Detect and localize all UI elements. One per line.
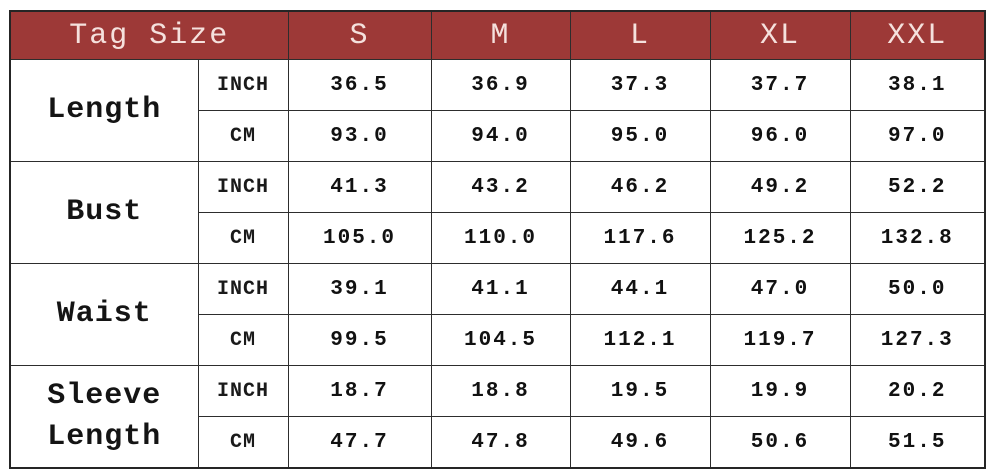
tag-size-header: Tag Size: [9, 10, 289, 60]
measurement-label-length: Length: [9, 59, 199, 162]
measurement-value: 125.2: [709, 212, 851, 264]
size-column-header-l: L: [569, 10, 711, 60]
measurement-value: 117.6: [569, 212, 711, 264]
unit-label: CM: [197, 416, 289, 469]
table-row-bust-inch: Bust INCH 41.3 43.2 46.2 49.2 52.2: [9, 161, 986, 264]
measurement-value: 39.1: [287, 263, 432, 315]
unit-label: CM: [197, 314, 289, 366]
measurement-value: 47.7: [287, 416, 432, 469]
table-row-sleeve-inch: Sleeve Length INCH 18.7 18.8 19.5 19.9 2…: [9, 365, 986, 469]
size-column-header-s: S: [287, 10, 432, 60]
measurement-value: 49.2: [709, 161, 851, 213]
size-column-header-xxl: XXL: [849, 10, 986, 60]
measurement-value: 112.1: [569, 314, 711, 366]
measurement-value: 37.3: [569, 59, 711, 111]
table-header-row: Tag Size S M L XL XXL: [9, 10, 986, 60]
measurement-value: 99.5: [287, 314, 432, 366]
table-row-waist-cm: CM 99.5 104.5 112.1 119.7 127.3: [10, 314, 986, 366]
unit-label: INCH: [197, 59, 289, 111]
measurement-value: 38.1: [849, 59, 986, 111]
measurement-value: 96.0: [709, 110, 851, 162]
size-column-header-xl: XL: [709, 10, 851, 60]
measurement-label-waist: Waist: [9, 263, 199, 366]
measurement-value: 19.9: [709, 365, 851, 417]
table-row-bust-cm: CM 105.0 110.0 117.6 125.2 132.8: [10, 212, 986, 264]
measurement-value: 127.3: [849, 314, 986, 366]
measurement-value: 46.2: [569, 161, 711, 213]
measurement-value: 37.7: [709, 59, 851, 111]
table-row-sleeve-cm: CM 47.7 47.8 49.6 50.6 51.5: [10, 416, 986, 469]
measurement-value: 18.8: [430, 365, 571, 417]
measurement-value: 36.5: [287, 59, 432, 111]
measurement-value: 119.7: [709, 314, 851, 366]
measurement-value: 41.1: [430, 263, 571, 315]
measurement-value: 43.2: [430, 161, 571, 213]
size-chart-table: Tag Size S M L XL XXL Length INCH 36.5 3…: [9, 10, 986, 469]
unit-label: INCH: [197, 161, 289, 213]
measurement-label-bust: Bust: [9, 161, 199, 264]
measurement-value: 18.7: [287, 365, 432, 417]
measurement-value: 95.0: [569, 110, 711, 162]
unit-label: INCH: [197, 365, 289, 417]
measurement-value: 19.5: [569, 365, 711, 417]
measurement-value: 41.3: [287, 161, 432, 213]
measurement-value: 47.8: [430, 416, 571, 469]
measurement-value: 50.6: [709, 416, 851, 469]
measurement-value: 132.8: [849, 212, 986, 264]
measurement-value: 52.2: [849, 161, 986, 213]
measurement-value: 94.0: [430, 110, 571, 162]
table-row-length-inch: Length INCH 36.5 36.9 37.3 37.7 38.1: [9, 59, 986, 162]
measurement-value: 47.0: [709, 263, 851, 315]
measurement-value: 97.0: [849, 110, 986, 162]
measurement-value: 93.0: [287, 110, 432, 162]
measurement-value: 50.0: [849, 263, 986, 315]
size-column-header-m: M: [430, 10, 571, 60]
measurement-value: 36.9: [430, 59, 571, 111]
table-row-waist-inch: Waist INCH 39.1 41.1 44.1 47.0 50.0: [9, 263, 986, 366]
measurement-value: 20.2: [849, 365, 986, 417]
table-row-length-cm: CM 93.0 94.0 95.0 96.0 97.0: [10, 110, 986, 162]
measurement-value: 104.5: [430, 314, 571, 366]
measurement-label-sleeve-length: Sleeve Length: [9, 365, 199, 469]
unit-label: CM: [197, 110, 289, 162]
unit-label: CM: [197, 212, 289, 264]
measurement-value: 105.0: [287, 212, 432, 264]
measurement-value: 51.5: [849, 416, 986, 469]
measurement-value: 110.0: [430, 212, 571, 264]
measurement-value: 44.1: [569, 263, 711, 315]
measurement-value: 49.6: [569, 416, 711, 469]
unit-label: INCH: [197, 263, 289, 315]
